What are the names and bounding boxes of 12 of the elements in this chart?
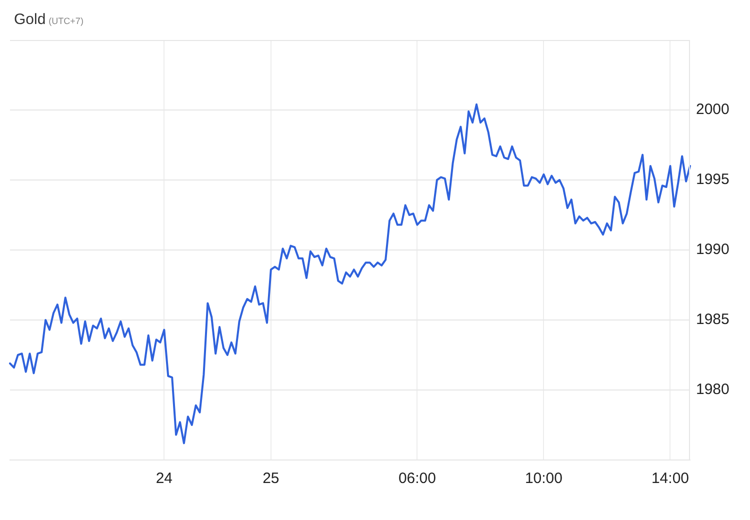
y-tick-label: 1985 [696,311,730,328]
chart-subtitle: (UTC+7) [48,16,84,26]
y-tick-label: 2000 [696,101,730,118]
y-tick-label: 1980 [696,381,730,398]
chart-title: Gold [14,11,46,28]
y-tick-label: 1995 [696,171,730,188]
x-tick-label: 24 [156,470,173,488]
x-tick-label: 25 [262,470,280,488]
x-tick-label: 14:00 [651,470,690,488]
y-tick-label: 1990 [696,241,730,258]
x-tick-label: 10:00 [524,470,562,488]
x-tick-label: 06:00 [398,470,436,488]
